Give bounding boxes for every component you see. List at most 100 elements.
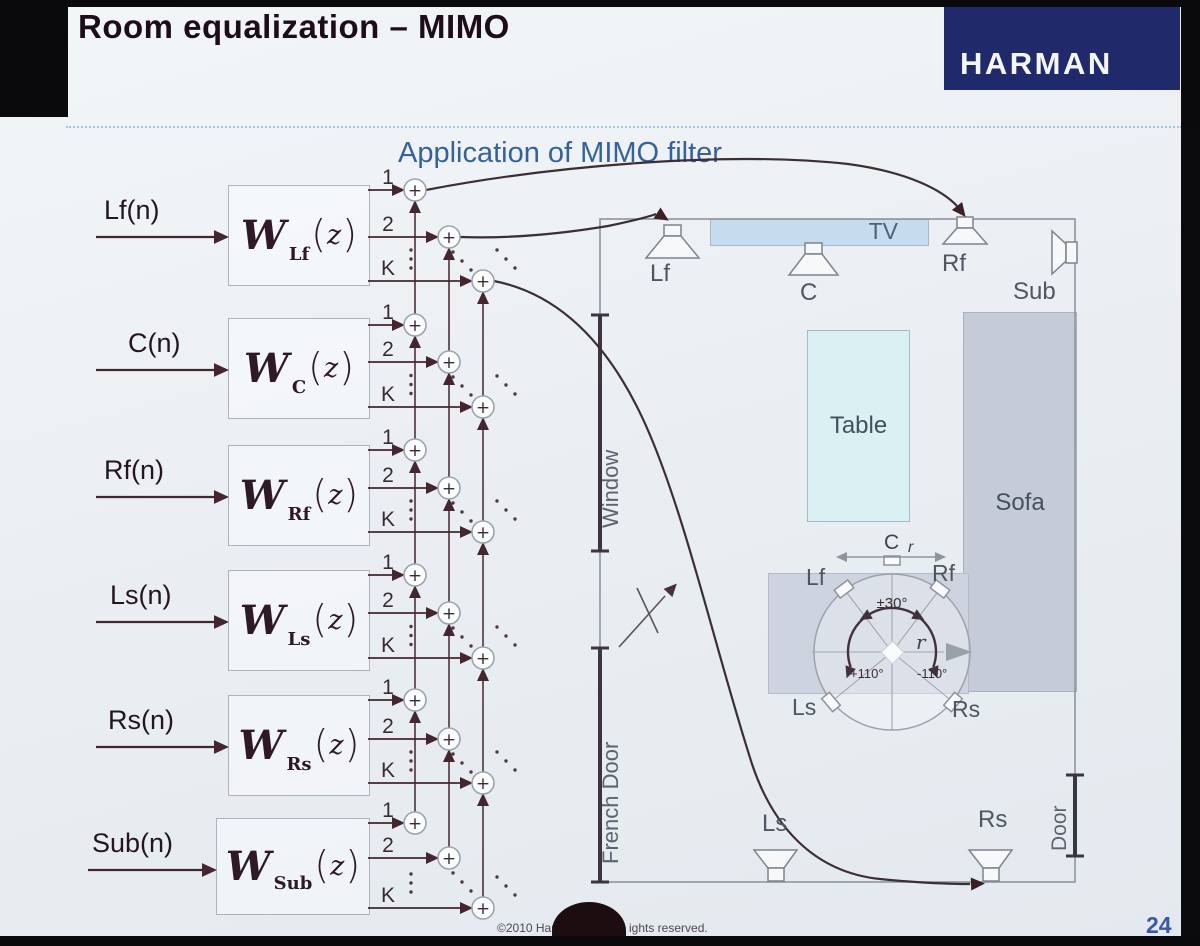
svg-text:+: + (408, 316, 422, 336)
w-symbol: W (243, 345, 289, 392)
filter-block-ls: W Ls(z) (228, 570, 370, 671)
door-label: Door (1048, 805, 1071, 851)
copyright-suffix: ights reserved. (629, 921, 708, 935)
speaker-c-label: C (800, 279, 818, 306)
sofa-label: Sofa (995, 489, 1045, 516)
filter-block-sub: W Sub(z) (216, 818, 370, 915)
table-label: Table (829, 412, 888, 439)
listening-ls-label: Ls (792, 694, 817, 720)
diagram-heading: Application of MIMO filter (398, 137, 722, 169)
listening-c-dim-label: C (884, 531, 900, 554)
listening-rf-label: Rf (932, 560, 955, 586)
front-width-dimension (836, 552, 946, 562)
front-angle-label: ±30° (876, 595, 908, 612)
table: Table (807, 330, 910, 522)
sofa: Sofa (963, 312, 1077, 692)
radius-label: r (916, 630, 926, 654)
svg-text:+: + (408, 814, 422, 834)
frame-right (1181, 0, 1200, 128)
w-symbol: W (239, 472, 285, 519)
w-symbol: W (225, 843, 271, 890)
svg-text:+: + (442, 353, 456, 373)
svg-text:2: 2 (382, 464, 394, 487)
svg-text:1: 1 (382, 676, 394, 699)
svg-text:+: + (442, 228, 456, 248)
input-label-rf: Rf(n) (104, 455, 164, 485)
page-number: 24 (1146, 912, 1172, 938)
svg-text:+: + (476, 899, 490, 919)
svg-text:+: + (476, 774, 490, 794)
filter-network: 1 2 K + + +1 2 K + + +1 2 K + + +1 2 K + + +1 2 K + + +1 2 K + + + (88, 166, 517, 920)
window-label: Window (598, 449, 623, 528)
tv-label: TV (868, 218, 898, 244)
harman-logo-text: HARMAN (960, 46, 1113, 81)
speaker-rs-icon (967, 849, 1014, 882)
input-label-ls: Ls(n) (110, 580, 172, 610)
svg-text:+: + (442, 730, 456, 750)
w-subscript: C (291, 377, 307, 398)
svg-text:+: + (408, 691, 422, 711)
svg-text:2: 2 (382, 834, 394, 857)
speaker-rf-label: Rf (942, 250, 966, 277)
listening-lf-mark (833, 578, 855, 600)
listening-rs-label: Rs (952, 696, 981, 722)
room-walls (599, 218, 1076, 883)
svg-text:2: 2 (382, 715, 394, 738)
svg-text:2: 2 (382, 213, 394, 236)
svg-text:+: + (408, 181, 422, 201)
w-subscript: Ls (287, 629, 311, 650)
left-angle-label: +110° (850, 666, 884, 681)
svg-text:+: + (442, 849, 456, 869)
w-subscript: Rs (286, 754, 312, 775)
svg-text:+: + (408, 441, 422, 461)
angle-arc (845, 606, 939, 679)
window-marker (591, 313, 609, 553)
svg-text:K: K (381, 257, 395, 280)
filter-block-lf: W Lf(z) (228, 185, 370, 286)
svg-text:2: 2 (382, 589, 394, 612)
separator-line (66, 126, 1182, 128)
frame-bottom (0, 936, 1200, 946)
w-subscript: Lf (288, 244, 310, 265)
speaker-lf-label: Lf (650, 260, 671, 287)
filter-block-rf: W Rf(z) (228, 445, 370, 546)
input-label-sub: Sub(n) (92, 828, 174, 858)
svg-text:1: 1 (382, 166, 394, 189)
svg-text:+: + (476, 272, 490, 292)
harman-logo: HARMAN (944, 0, 1180, 90)
speaker-ls-label: Ls (762, 810, 788, 837)
speaker-c-icon (787, 242, 840, 276)
svg-text:+: + (476, 649, 490, 669)
svg-text:+: + (442, 604, 456, 624)
frame-top (0, 0, 1200, 7)
listening-r-dim-label: r (908, 539, 914, 556)
listening-rf-mark (929, 578, 951, 600)
w-symbol: W (239, 597, 285, 644)
svg-text:1: 1 (382, 799, 394, 822)
frame-top-left (0, 0, 68, 117)
w-subscript: Sub (273, 873, 313, 894)
w-symbol: W (240, 212, 286, 259)
filter-block-rs: W Rs(z) (228, 695, 370, 796)
svg-text:1: 1 (382, 426, 394, 449)
speaker-lf-icon (644, 224, 701, 259)
filter-block-c: W C(z) (228, 318, 370, 419)
radius-arrowhead (946, 643, 972, 661)
tv: TV (710, 218, 929, 246)
input-label-c: C(n) (128, 328, 181, 358)
svg-text:K: K (381, 759, 395, 782)
svg-text:+: + (476, 398, 490, 418)
svg-text:2: 2 (382, 338, 394, 361)
french-door-marker (591, 646, 609, 884)
input-label-rs: Rs(n) (108, 705, 174, 735)
svg-text:+: + (442, 479, 456, 499)
listening-rs-mark (942, 691, 964, 713)
svg-text:1: 1 (382, 301, 394, 324)
speaker-ls-icon (752, 849, 799, 882)
speaker-rf-icon (941, 216, 989, 245)
page-title: Room equalization – MIMO (78, 8, 510, 45)
door-swing-arrow (618, 583, 677, 648)
svg-text:K: K (381, 383, 395, 406)
